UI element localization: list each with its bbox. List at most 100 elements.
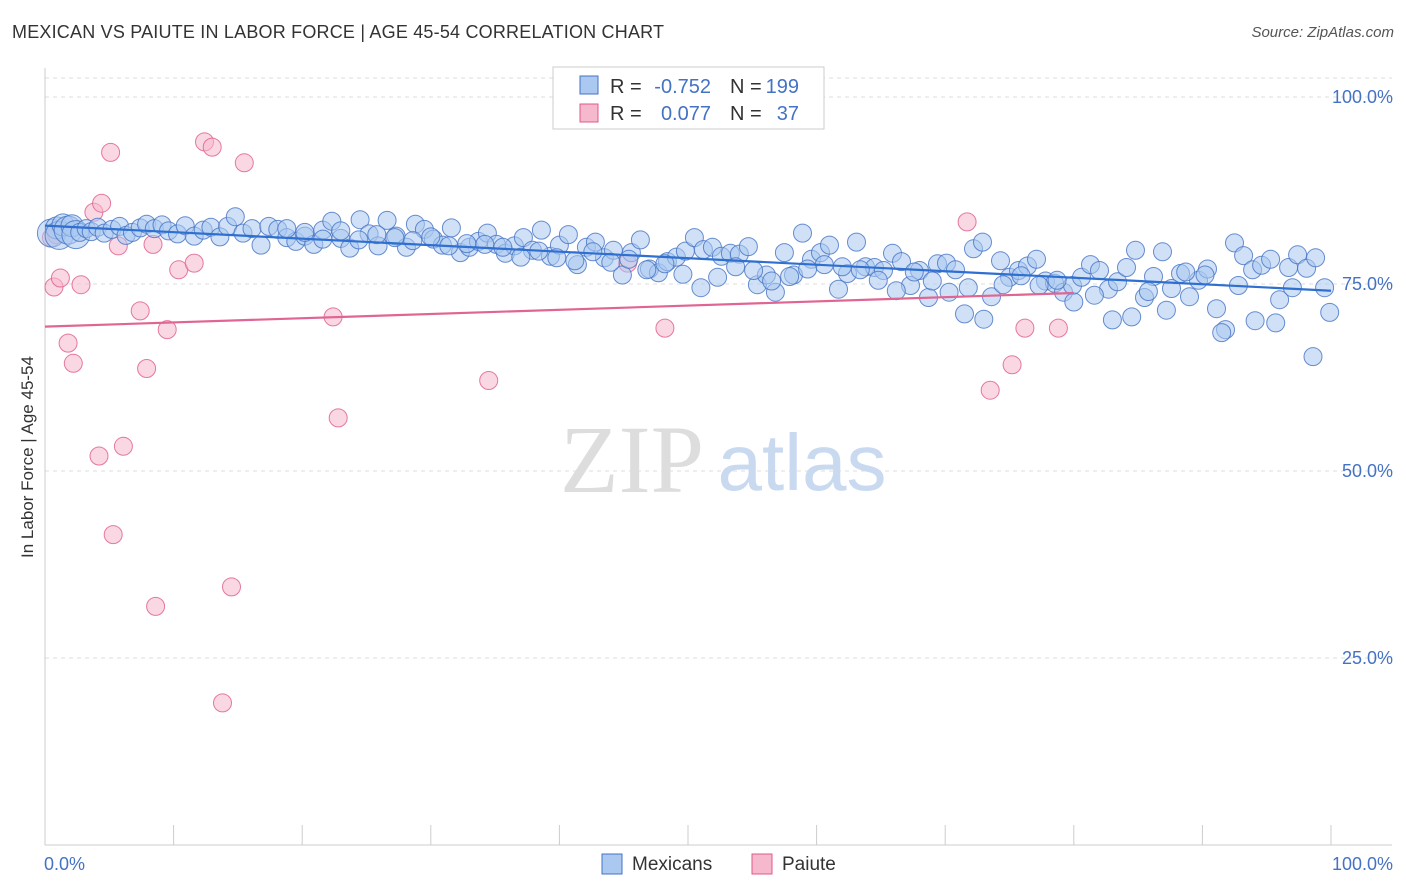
mexicans-point xyxy=(955,304,974,324)
paiute-point xyxy=(92,193,112,213)
paiute-point xyxy=(222,577,241,597)
paiute-point xyxy=(71,275,91,295)
paiute-point xyxy=(101,142,121,162)
paiute-point xyxy=(655,318,675,338)
mexicans-point xyxy=(1102,310,1122,330)
mexicans-point xyxy=(744,261,764,280)
trend-lines xyxy=(44,224,1332,328)
legend-n-label-2: N = xyxy=(730,103,762,125)
mexicans-point xyxy=(441,218,461,238)
mexicans-point xyxy=(904,262,924,282)
mexicans-point xyxy=(793,223,812,243)
paiute-point xyxy=(50,268,70,288)
legend-swatch-mexicans xyxy=(579,75,599,95)
paiute-point xyxy=(980,380,1000,400)
axes xyxy=(44,68,1392,846)
mexicans-point xyxy=(558,225,578,245)
watermark-atlas: atlas xyxy=(718,418,887,507)
mexicans-point xyxy=(531,220,551,240)
mexicans-point xyxy=(798,259,818,279)
mexicans-points xyxy=(36,207,1340,367)
mexicans-point xyxy=(547,248,567,268)
bottom-legend-paiute: Paiute xyxy=(782,854,836,875)
mexicans-point xyxy=(829,279,848,299)
paiute-point xyxy=(103,525,123,545)
mexicans-point xyxy=(1122,307,1142,327)
paiute-point xyxy=(957,212,977,232)
mexicans-point xyxy=(974,309,994,329)
paiute-point xyxy=(328,408,348,428)
x-tick-labels: 0.0% 100.0% xyxy=(44,854,1393,874)
mexicans-point xyxy=(421,227,441,247)
mexicans-point xyxy=(583,242,603,262)
mexicans-point xyxy=(1084,285,1104,305)
mexicans-point xyxy=(251,235,271,255)
bottom-legend-mexicans: Mexicans xyxy=(632,854,712,875)
x-tick-label: 0.0% xyxy=(44,854,85,874)
mexicans-point xyxy=(973,232,992,252)
mexicans-point xyxy=(1212,323,1232,343)
mexicans-point xyxy=(1306,248,1326,268)
mexicans-point xyxy=(1108,272,1127,292)
paiute-point xyxy=(146,596,166,616)
paiute-point xyxy=(1002,355,1022,375)
mexicans-point xyxy=(691,278,711,298)
mexicans-point xyxy=(1027,249,1046,269)
mexicans-point xyxy=(850,260,870,280)
paiute-point xyxy=(479,371,499,390)
mexicans-point xyxy=(1153,242,1172,262)
paiute-point xyxy=(130,301,150,321)
legend-n-value-1: 199 xyxy=(766,76,799,98)
mexicans-point xyxy=(630,230,650,250)
paiute-point xyxy=(63,353,83,373)
mexicans-point xyxy=(673,264,693,284)
mexicans-point xyxy=(1245,311,1265,331)
paiute-point xyxy=(1048,318,1068,338)
paiute-points xyxy=(41,87,1068,713)
mexicans-point xyxy=(958,278,978,298)
legend-r-value-2: 0.077 xyxy=(661,103,711,125)
mexicans-point xyxy=(762,271,782,291)
y-tick-label: 25.0% xyxy=(1342,648,1393,668)
bottom-legend-swatch-paiute xyxy=(751,853,773,875)
mexicans-point xyxy=(1176,262,1196,282)
mexicans-point xyxy=(708,267,728,287)
y-axis-label: In Labor Force | Age 45-54 xyxy=(18,356,37,558)
mexicans-point xyxy=(726,257,746,277)
mexicans-point xyxy=(277,219,297,239)
legend-n-label-1: N = xyxy=(730,76,762,98)
mexicans-point xyxy=(1303,347,1323,367)
watermark: ZIP atlas xyxy=(560,406,886,513)
paiute-point xyxy=(184,253,204,273)
bottom-legend-swatch-mexicans xyxy=(601,853,623,875)
mexicans-point xyxy=(886,281,906,301)
mexicans-point xyxy=(1156,300,1176,320)
mexicans-point xyxy=(868,270,888,290)
mexicans-point xyxy=(457,234,477,254)
mexicans-point xyxy=(1090,261,1109,280)
mexicans-point xyxy=(403,231,423,251)
y-tick-label: 100.0% xyxy=(1332,87,1393,107)
mexicans-point xyxy=(847,232,866,252)
legend-r-value-1: -0.752 xyxy=(654,76,711,98)
y-tick-label: 75.0% xyxy=(1342,274,1393,294)
mexicans-point xyxy=(601,252,621,272)
mexicans-point xyxy=(1195,265,1215,285)
mexicans-point xyxy=(1029,276,1049,295)
mexicans-point xyxy=(475,234,495,254)
mexicans-point xyxy=(1270,290,1290,310)
legend-n-value-2: 37 xyxy=(777,103,799,125)
chart-title: MEXICAN VS PAIUTE IN LABOR FORCE | AGE 4… xyxy=(12,22,665,42)
mexicans-point xyxy=(331,221,351,241)
paiute-trend-line xyxy=(44,291,1074,328)
mexicans-point xyxy=(349,230,369,250)
source-label: Source: ZipAtlas.com xyxy=(1251,24,1394,41)
mexicans-point xyxy=(1261,249,1281,269)
mexicans-point xyxy=(1047,270,1067,290)
watermark-zip: ZIP xyxy=(560,406,704,513)
mexicans-point xyxy=(1064,292,1084,312)
mexicans-point xyxy=(991,251,1010,271)
mexicans-point xyxy=(1117,258,1136,277)
mexicans-point xyxy=(225,207,245,227)
